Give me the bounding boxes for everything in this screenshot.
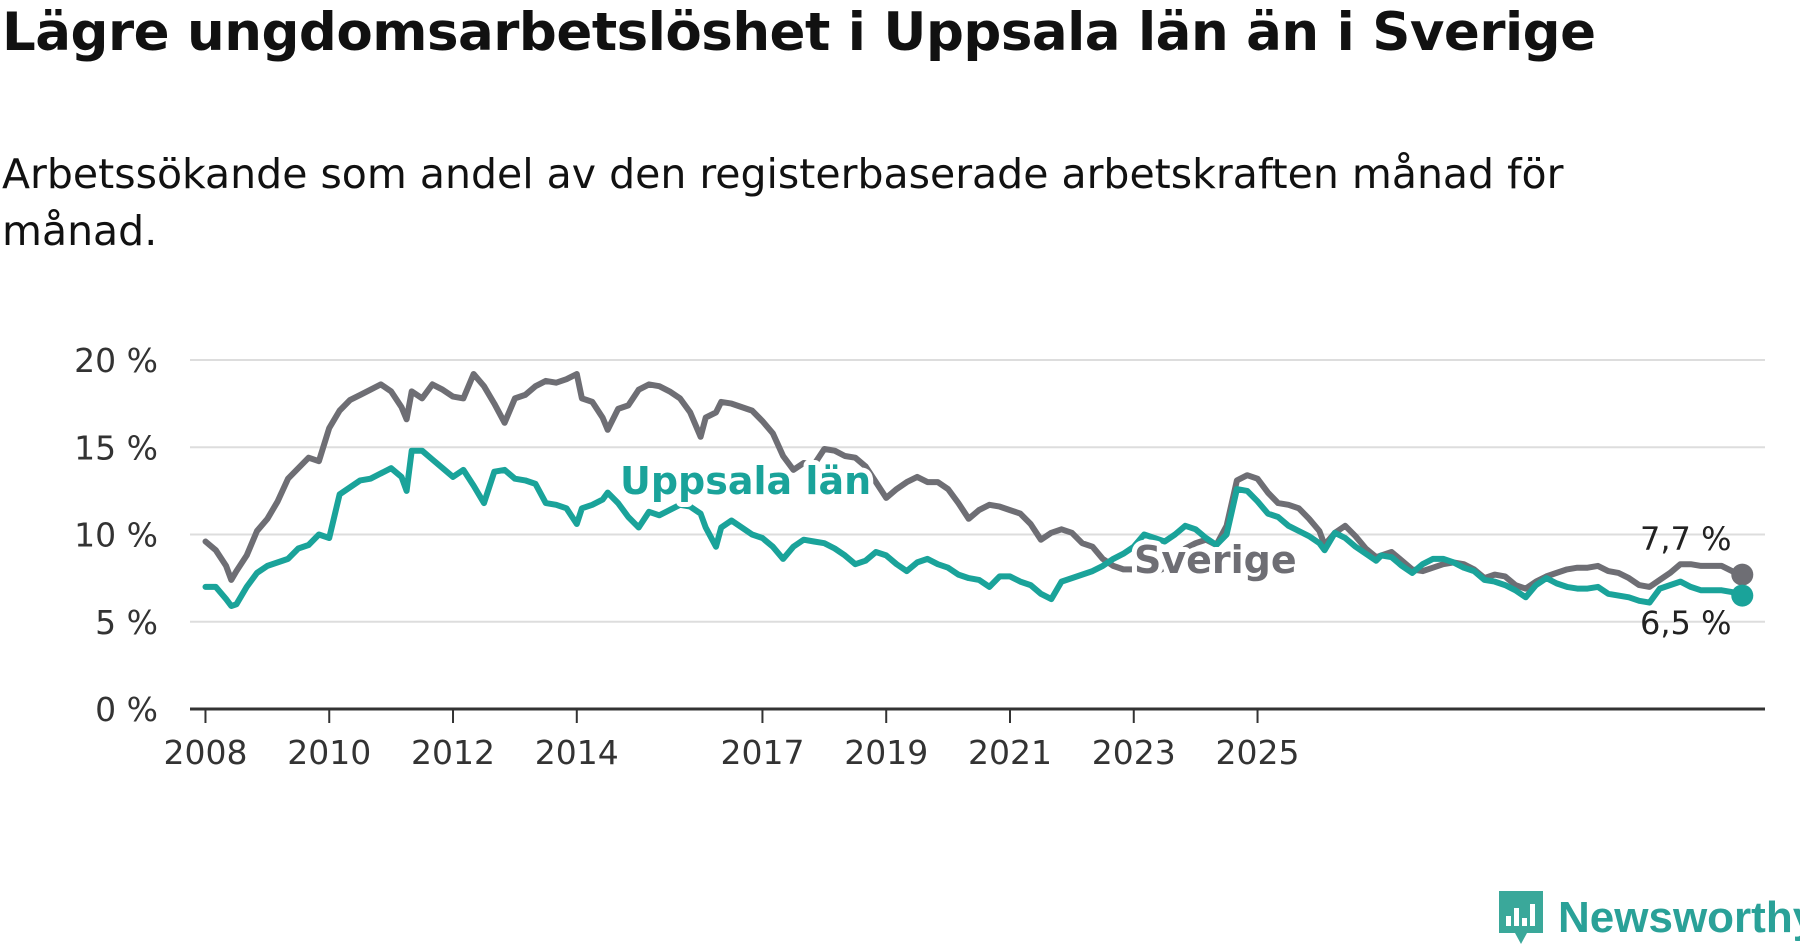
gridlines [190, 359, 1765, 623]
end-point-uppsala [1731, 584, 1754, 607]
x-tick-label: 2010 [287, 733, 371, 772]
x-tick-label: 2021 [968, 733, 1052, 772]
x-tick-label: 2014 [535, 733, 619, 772]
x-tick-label: 2023 [1092, 733, 1176, 772]
end-label-uppsala: 6,5 % [1640, 604, 1731, 642]
x-tick-label: 2012 [411, 733, 495, 772]
series-line-sverige [202, 371, 1746, 592]
axes: 0 % 5 % 10 % 15 % 20 % 2008 2010 2012 2014 2017 20… [74, 341, 1765, 772]
x-tick-label: 2017 [720, 733, 804, 772]
series-line-uppsala [202, 447, 1746, 609]
series-label-uppsala: Uppsala län [620, 459, 871, 503]
y-tick-label: 5 % [95, 603, 158, 642]
y-tick-label: 10 % [74, 516, 158, 555]
y-tick-label: 20 % [74, 341, 158, 380]
x-tick-label: 2008 [163, 733, 247, 772]
x-tick-label: 2019 [844, 733, 928, 772]
y-tick-label: 15 % [74, 428, 158, 467]
newsworthy-logo-icon [1499, 891, 1543, 944]
series-label-sverige: Sverige [1134, 538, 1297, 582]
y-tick-label: 0 % [95, 690, 158, 729]
brand-name: Newsworthy [1558, 893, 1800, 942]
x-tick-label: 2025 [1216, 733, 1300, 772]
series-labels: Uppsala län Sverige 7,7 % 6,5 % [615, 454, 1731, 642]
end-point-sverige [1731, 563, 1754, 586]
chart-subtitle: Arbetssökande som andel av den registerb… [2, 150, 1564, 255]
newsworthy-brand[interactable]: Newsworthy [1496, 888, 1800, 948]
chart-title: Lägre ungdomsarbetslöshet i Uppsala län … [2, 2, 1596, 63]
end-label-sverige: 7,7 % [1640, 520, 1731, 558]
series-lines [202, 371, 1754, 609]
